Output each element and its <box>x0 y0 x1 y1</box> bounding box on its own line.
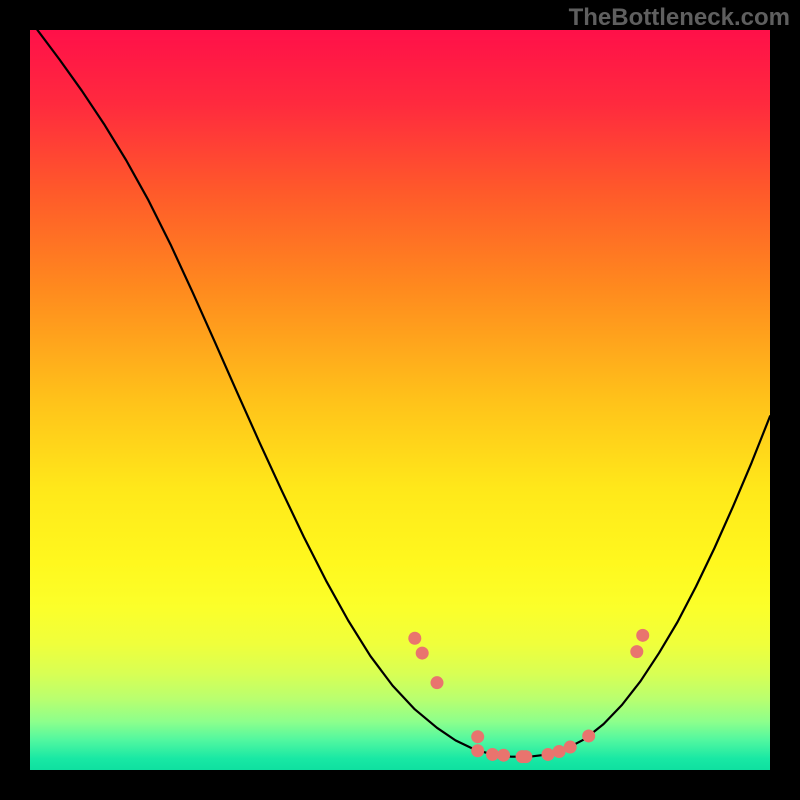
marker-dot <box>582 729 595 742</box>
plot-area <box>30 30 770 770</box>
marker-dot <box>630 645 643 658</box>
bottleneck-curve <box>37 30 770 757</box>
curve-layer <box>30 30 770 770</box>
marker-dot <box>519 750 532 763</box>
chart-container: TheBottleneck.com <box>0 0 800 800</box>
marker-dot <box>431 676 444 689</box>
marker-dot <box>553 745 566 758</box>
attribution-label: TheBottleneck.com <box>569 4 790 32</box>
marker-dot <box>636 629 649 642</box>
marker-dot <box>408 632 421 645</box>
marker-dot <box>416 647 429 660</box>
marker-dot <box>542 748 555 761</box>
marker-dot <box>486 748 499 761</box>
marker-dot <box>564 741 577 754</box>
marker-dot <box>497 749 510 762</box>
marker-dot <box>471 744 484 757</box>
marker-dot <box>471 730 484 743</box>
